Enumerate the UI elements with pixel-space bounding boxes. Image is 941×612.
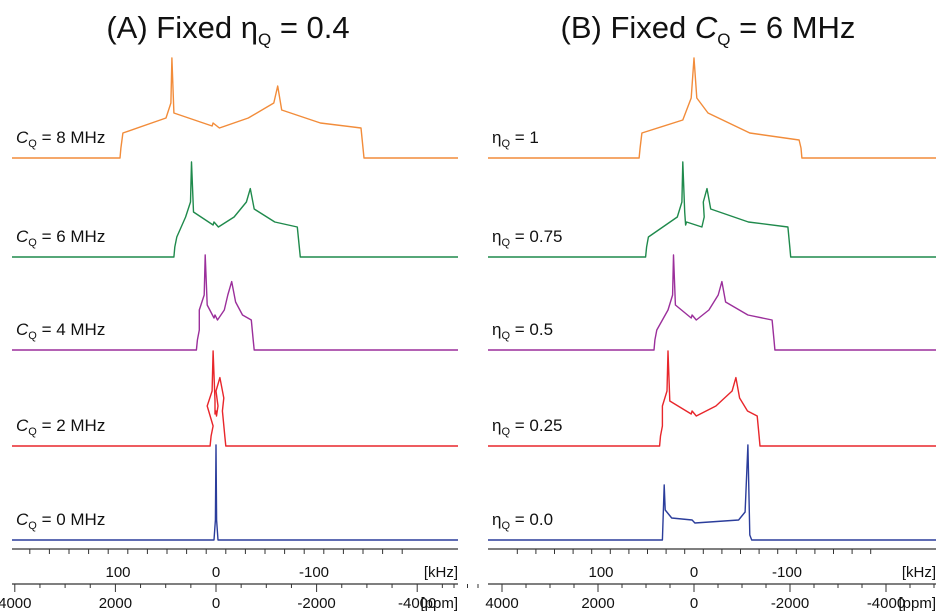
trace-label-A-0: CQ = 8 MHz [16, 128, 105, 150]
khz-unit-label: [kHz] [424, 564, 458, 581]
ppm-tick-label: -4000 [867, 595, 905, 612]
spectrum-trace-A-2 [12, 254, 458, 351]
khz-tick-label: -100 [299, 564, 329, 581]
trace-label-B-3: ηQ = 0.25 [492, 416, 563, 438]
trace-label-A-4: CQ = 0 MHz [16, 510, 105, 532]
spectrum-trace-B-1 [488, 161, 936, 258]
khz-tick-label: 0 [690, 564, 698, 581]
spectrum-trace-A-1 [12, 161, 458, 258]
trace-label-B-0: ηQ = 1 [492, 128, 539, 150]
ppm-tick-label: 0 [690, 595, 698, 612]
khz-tick-label: 0 [212, 564, 220, 581]
ppm-tick-label: -2000 [771, 595, 809, 612]
khz-tick-label: 100 [105, 564, 130, 581]
ppm-tick-label: 2000 [99, 595, 132, 612]
spectrum-trace-B-2 [488, 254, 936, 351]
ppm-tick-label: 4000 [485, 595, 518, 612]
khz-tick-label: -100 [772, 564, 802, 581]
ppm-tick-label: -4000 [398, 595, 436, 612]
spectrum-trace-A-4 [12, 444, 458, 541]
spectrum-trace-B-0 [488, 57, 936, 159]
spectrum-trace-A-3 [12, 350, 458, 447]
trace-label-B-2: ηQ = 0.5 [492, 320, 553, 342]
ppm-unit-label: [ppm] [420, 595, 458, 612]
panel-A-title: (A) Fixed ηQ = 0.4 [106, 10, 349, 49]
spectrum-trace-A-0 [12, 57, 458, 159]
khz-unit-label: [kHz] [902, 564, 936, 581]
khz-tick-label: 100 [588, 564, 613, 581]
trace-label-A-3: CQ = 2 MHz [16, 416, 105, 438]
spectrum-trace-B-3 [488, 350, 936, 447]
trace-label-A-2: CQ = 4 MHz [16, 320, 105, 342]
ppm-tick-label: 0 [212, 595, 220, 612]
ppm-tick-label: -2000 [297, 595, 335, 612]
ppm-unit-label: [ppm] [898, 595, 936, 612]
panel-B-title: (B) Fixed CQ = 6 MHz [561, 10, 856, 49]
ppm-tick-label: 2000 [581, 595, 614, 612]
trace-label-A-1: CQ = 6 MHz [16, 227, 105, 249]
ppm-tick-label: 4000 [0, 595, 31, 612]
spectrum-trace-B-4 [488, 444, 936, 541]
trace-label-B-4: ηQ = 0.0 [492, 510, 553, 532]
trace-label-B-1: ηQ = 0.75 [492, 227, 563, 249]
